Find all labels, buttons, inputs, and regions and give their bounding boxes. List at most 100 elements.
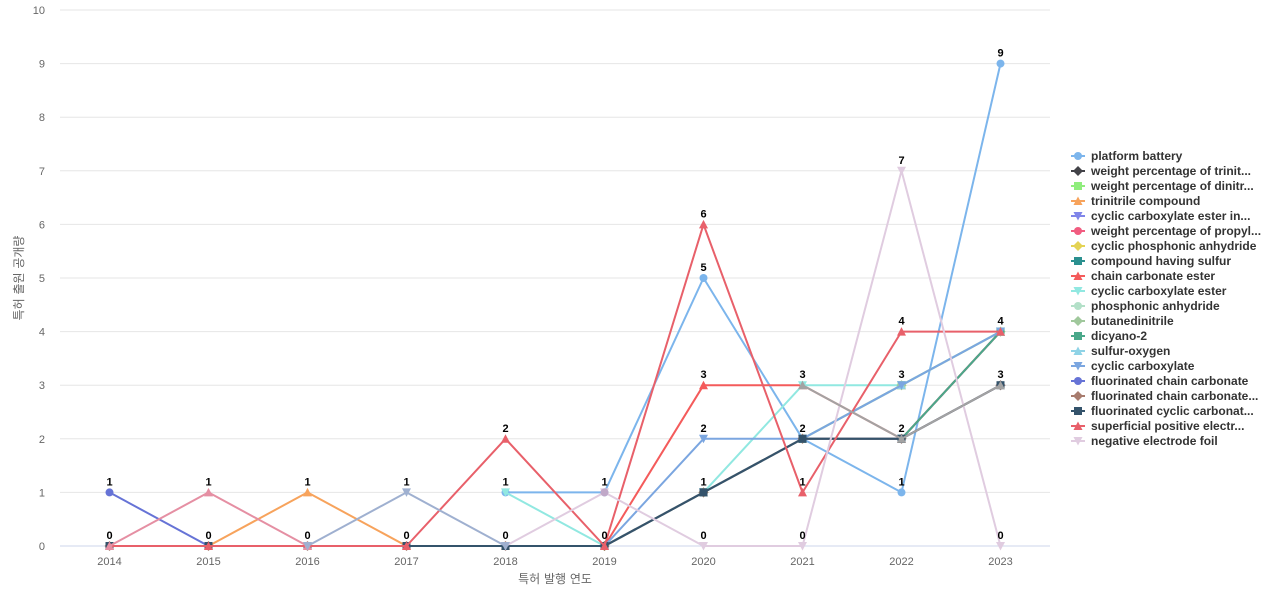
data-point bbox=[699, 219, 708, 229]
x-tick-label: 2016 bbox=[295, 556, 319, 568]
data-point bbox=[699, 488, 708, 497]
legend-marker bbox=[1073, 316, 1083, 326]
data-point bbox=[699, 274, 708, 282]
y-tick-label: 5 bbox=[39, 273, 45, 285]
legend-item[interactable]: dicyano-2 bbox=[1071, 329, 1147, 343]
y-tick-label: 8 bbox=[39, 112, 45, 124]
data-label: 0 bbox=[403, 530, 409, 542]
legend-item[interactable]: fluorinated cyclic carbonat... bbox=[1071, 404, 1254, 418]
y-tick-label: 7 bbox=[39, 166, 45, 178]
legend-item[interactable]: weight percentage of propyl... bbox=[1071, 224, 1261, 238]
legend-label: superficial positive electr... bbox=[1091, 419, 1244, 433]
data-label: 0 bbox=[997, 530, 1003, 542]
data-point bbox=[501, 434, 510, 443]
legend-item[interactable]: fluorinated chain carbonate... bbox=[1071, 389, 1258, 403]
data-point bbox=[897, 434, 906, 443]
y-tick-label: 2 bbox=[39, 434, 45, 446]
legend-label: phosphonic anhydride bbox=[1091, 299, 1220, 313]
data-point bbox=[798, 487, 807, 497]
legend-marker bbox=[1074, 257, 1082, 265]
legend-label: cyclic phosphonic anhydride bbox=[1091, 239, 1257, 253]
legend-marker bbox=[1074, 302, 1082, 310]
legend-label: weight percentage of trinit... bbox=[1090, 164, 1251, 178]
data-label: 0 bbox=[799, 530, 805, 542]
series-lines bbox=[104, 59, 1006, 551]
legend-item[interactable]: compound having sulfur bbox=[1071, 254, 1231, 268]
legend-item[interactable]: trinitrile compound bbox=[1071, 194, 1200, 208]
legend-marker bbox=[1073, 196, 1083, 205]
legend-item[interactable]: platform battery bbox=[1071, 149, 1183, 163]
legend-item[interactable]: weight percentage of dinitr... bbox=[1071, 179, 1254, 193]
data-point bbox=[402, 541, 411, 550]
data-point bbox=[303, 487, 312, 497]
data-point bbox=[699, 434, 708, 444]
y-tick-label: 1 bbox=[39, 487, 45, 499]
legend-label: cyclic carboxylate ester in... bbox=[1091, 209, 1250, 223]
data-label: 1 bbox=[502, 476, 508, 488]
legend-item[interactable]: cyclic carboxylate ester bbox=[1071, 284, 1227, 298]
gridlines bbox=[60, 9, 1050, 547]
data-point bbox=[996, 59, 1005, 68]
data-label: 4 bbox=[898, 316, 905, 328]
legend-marker bbox=[1073, 271, 1083, 280]
data-label: 0 bbox=[601, 530, 607, 542]
legend-item[interactable]: cyclic carboxylate ester in... bbox=[1071, 209, 1250, 223]
legend-marker bbox=[1074, 182, 1082, 190]
legend-marker bbox=[1074, 332, 1082, 340]
legend-item[interactable]: butanedinitrile bbox=[1071, 314, 1174, 328]
data-point bbox=[204, 541, 213, 550]
data-point bbox=[798, 542, 807, 551]
y-tick-label: 10 bbox=[33, 5, 45, 17]
legend-item[interactable]: cyclic phosphonic anhydride bbox=[1071, 239, 1257, 253]
data-label: 3 bbox=[700, 369, 706, 381]
data-point bbox=[798, 380, 807, 390]
legend-label: cyclic carboxylate ester bbox=[1091, 284, 1227, 298]
data-point bbox=[204, 487, 213, 497]
legend-marker bbox=[1073, 362, 1083, 371]
data-label: 1 bbox=[205, 476, 211, 488]
data-point bbox=[897, 166, 906, 176]
legend-marker bbox=[1073, 391, 1083, 401]
legend-item[interactable]: fluorinated chain carbonate bbox=[1071, 374, 1249, 388]
series-1[interactable] bbox=[599, 380, 1006, 551]
data-point bbox=[699, 542, 708, 551]
legend-label: negative electrode foil bbox=[1091, 434, 1218, 448]
data-point bbox=[501, 542, 510, 551]
y-tick-label: 9 bbox=[39, 59, 45, 71]
series-17[interactable] bbox=[105, 381, 1005, 550]
legend-item[interactable]: chain carbonate ester bbox=[1071, 269, 1215, 283]
x-tick-label: 2020 bbox=[691, 556, 715, 568]
series-16[interactable] bbox=[104, 380, 1006, 551]
legend-label: fluorinated cyclic carbonat... bbox=[1091, 404, 1254, 418]
legend-marker bbox=[1073, 166, 1083, 176]
legend-item[interactable]: negative electrode foil bbox=[1071, 434, 1218, 448]
data-point bbox=[105, 541, 114, 550]
legend-label: dicyano-2 bbox=[1091, 329, 1147, 343]
data-label: 0 bbox=[205, 530, 211, 542]
data-label: 3 bbox=[997, 369, 1003, 381]
legend-item[interactable]: weight percentage of trinit... bbox=[1071, 164, 1251, 178]
legend-marker bbox=[1074, 227, 1082, 235]
legend-item[interactable]: cyclic carboxylate bbox=[1071, 359, 1195, 373]
x-tick-label: 2022 bbox=[889, 556, 913, 568]
data-label: 7 bbox=[898, 155, 904, 167]
data-label: 1 bbox=[601, 476, 607, 488]
data-point bbox=[699, 380, 708, 390]
series-15[interactable] bbox=[105, 381, 1005, 550]
x-tick-label: 2018 bbox=[493, 556, 517, 568]
series-line bbox=[109, 384, 1001, 547]
legend-label: sulfur-oxygen bbox=[1091, 344, 1170, 358]
data-point bbox=[303, 542, 312, 551]
data-label: 9 bbox=[997, 48, 1003, 60]
data-point bbox=[897, 381, 906, 390]
x-tick-label: 2015 bbox=[196, 556, 220, 568]
series-23[interactable] bbox=[798, 380, 1005, 443]
series-22[interactable] bbox=[600, 488, 609, 497]
series-21[interactable] bbox=[303, 488, 510, 551]
legend-item[interactable]: superficial positive electr... bbox=[1071, 419, 1244, 433]
legend-item[interactable]: phosphonic anhydride bbox=[1071, 299, 1220, 313]
legend-item[interactable]: sulfur-oxygen bbox=[1071, 344, 1170, 358]
data-point bbox=[897, 327, 906, 336]
